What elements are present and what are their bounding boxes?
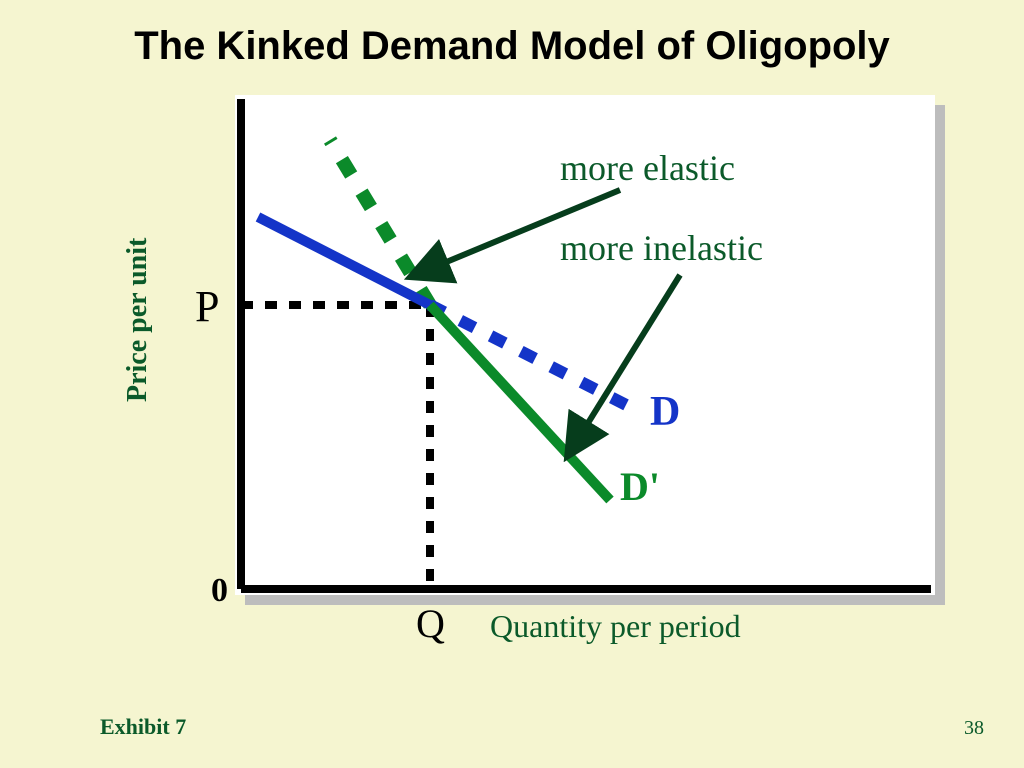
svg-text:more inelastic: more inelastic bbox=[560, 228, 763, 268]
svg-text:D': D' bbox=[620, 464, 660, 509]
kinked-demand-diagram: 0 P Q Price per unit Quantity per period D D' m… bbox=[0, 0, 1024, 768]
exhibit-label: Exhibit 7 bbox=[100, 714, 186, 740]
svg-text:D: D bbox=[650, 389, 680, 435]
svg-text:Quantity per period: Quantity per period bbox=[490, 608, 741, 644]
page-number: 38 bbox=[964, 717, 984, 740]
svg-text:Price per unit: Price per unit bbox=[122, 237, 153, 402]
slide-root: The Kinked Demand Model of Oligopoly 0PQ… bbox=[0, 0, 1024, 768]
svg-text:0: 0 bbox=[211, 572, 228, 609]
svg-text:Q: Q bbox=[416, 601, 445, 646]
svg-text:more elastic: more elastic bbox=[560, 148, 735, 188]
svg-text:P: P bbox=[195, 282, 219, 331]
